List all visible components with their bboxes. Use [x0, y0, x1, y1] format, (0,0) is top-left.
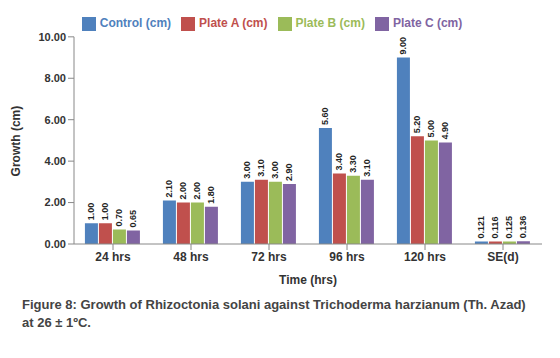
svg-text:3.10: 3.10: [362, 159, 372, 177]
svg-text:3.30: 3.30: [348, 155, 358, 173]
svg-text:8.00: 8.00: [45, 72, 66, 84]
svg-text:96 hrs: 96 hrs: [329, 250, 365, 264]
svg-text:5.00: 5.00: [426, 120, 436, 138]
html-text:Plate C (cm): Plate C (cm): [392, 16, 463, 30]
html-text:Figure 8: Growth of Rhizoctoni: Figure 8: Growth of Rhizoctonia solani a…: [22, 297, 526, 330]
svg-text:24 hrs: 24 hrs: [95, 250, 131, 264]
svg-text:2.00: 2.00: [192, 182, 202, 200]
svg-text:2.00: 2.00: [178, 182, 188, 200]
svg-text:0.65: 0.65: [128, 210, 138, 228]
svg-text:0.116: 0.116: [490, 217, 500, 239]
svg-text:5.60: 5.60: [320, 107, 330, 125]
svg-text:3.10: 3.10: [256, 159, 266, 177]
html-text:Control (cm): Control (cm): [99, 16, 172, 30]
svg-text:1.00: 1.00: [100, 203, 110, 221]
svg-text:5.20: 5.20: [412, 116, 422, 134]
svg-text:1.00: 1.00: [86, 203, 96, 221]
svg-text:2.10: 2.10: [164, 180, 174, 198]
svg-text:4.90: 4.90: [440, 122, 450, 140]
svg-text:2.00: 2.00: [45, 196, 66, 208]
svg-text:Growth (cm): Growth (cm): [9, 106, 23, 177]
svg-text:72 hrs: 72 hrs: [251, 250, 287, 264]
svg-text:Time (hrs): Time (hrs): [279, 273, 337, 287]
svg-text:0.00: 0.00: [45, 238, 66, 250]
svg-text:120 hrs: 120 hrs: [404, 250, 446, 264]
svg-text:48 hrs: 48 hrs: [173, 250, 209, 264]
svg-text:10.00: 10.00: [38, 31, 66, 43]
svg-text:0.121: 0.121: [476, 216, 486, 239]
svg-text:0.125: 0.125: [504, 216, 514, 239]
svg-text:0.70: 0.70: [114, 209, 124, 227]
svg-text:3.00: 3.00: [270, 161, 280, 179]
html-text:Plate A (cm): Plate A (cm): [199, 16, 268, 30]
svg-text:3.40: 3.40: [334, 153, 344, 171]
svg-text:3.00: 3.00: [242, 161, 252, 179]
svg-text:9.00: 9.00: [398, 37, 408, 55]
html-text:Plate B (cm): Plate B (cm): [295, 16, 365, 30]
svg-text:1.80: 1.80: [206, 186, 216, 204]
svg-text:4.00: 4.00: [45, 155, 66, 167]
svg-text:2.90: 2.90: [284, 163, 294, 181]
svg-text:0.136: 0.136: [518, 216, 528, 239]
svg-text:SE(d): SE(d): [487, 250, 518, 264]
svg-text:6.00: 6.00: [45, 114, 66, 126]
